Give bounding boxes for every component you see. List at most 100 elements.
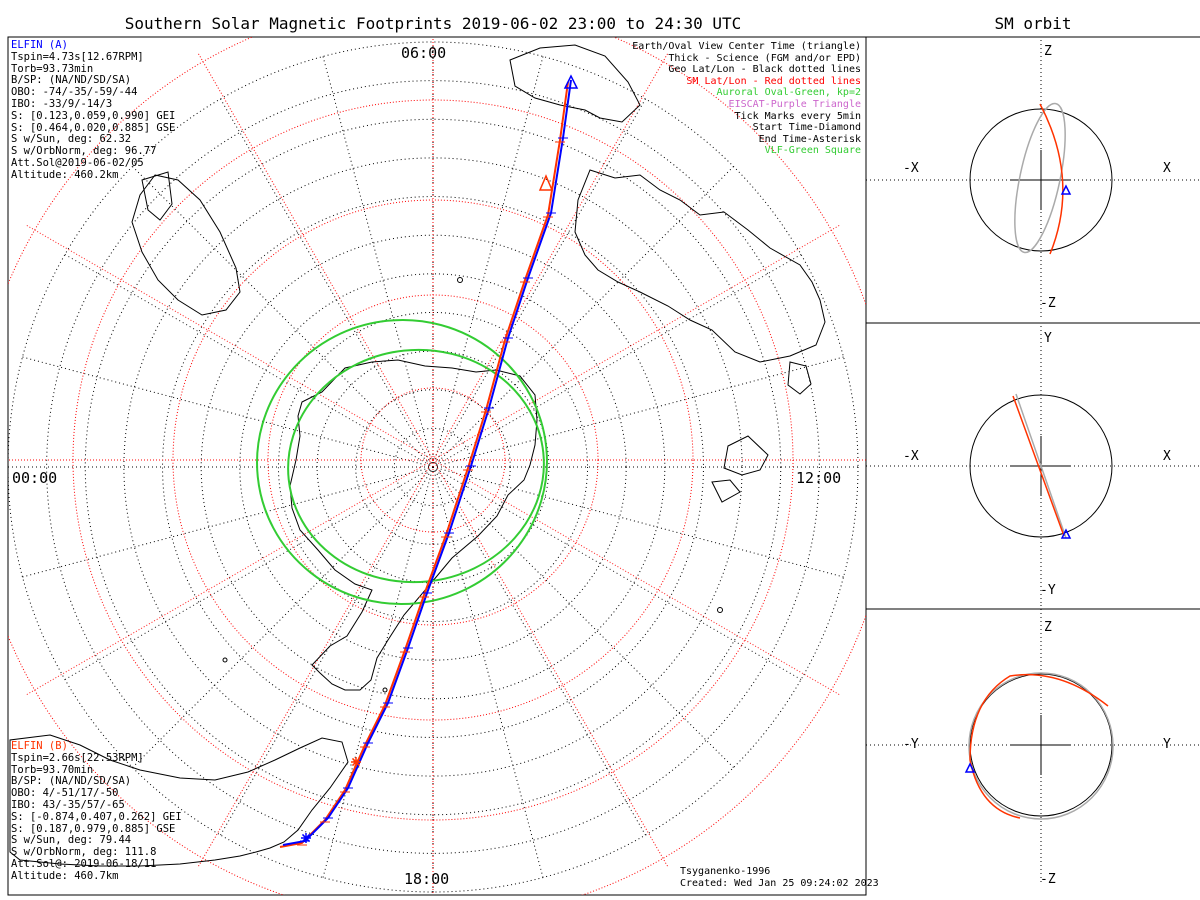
new-zealand-coast-2 bbox=[711, 479, 741, 503]
panel1-top-label: Z bbox=[1044, 44, 1052, 59]
geo-longitude-line bbox=[432, 466, 734, 768]
panel1-right-label: X bbox=[1163, 161, 1171, 176]
geo-longitude-line bbox=[22, 356, 434, 468]
africa-coast bbox=[131, 174, 241, 316]
elfin-b-center-triangle bbox=[538, 174, 554, 191]
island bbox=[457, 277, 463, 283]
orbit-line-a bbox=[1012, 395, 1065, 537]
geo-latitude-ring bbox=[239, 273, 627, 661]
sm-longitude-line bbox=[25, 224, 434, 461]
south-america-coast bbox=[9, 734, 349, 867]
sm-longitude-line bbox=[197, 52, 434, 461]
elfin-a-end-asterisk bbox=[301, 833, 311, 843]
geo-longitude-line bbox=[432, 466, 802, 680]
sm-orbit-title: SM orbit bbox=[994, 14, 1072, 33]
elfin-a-center-triangle bbox=[563, 74, 579, 89]
coastlines bbox=[9, 44, 826, 867]
geo-longitude-line bbox=[432, 254, 802, 468]
elfin-b-line: S w/Sun, deg: 79.44 bbox=[11, 834, 132, 847]
elfin-b-line: Tspin=2.66s[22.53RPM] bbox=[11, 751, 144, 764]
elfin-a-header: ELFIN (A) bbox=[11, 39, 68, 51]
elfin-a-line: S w/Sun, deg: 62.32 bbox=[11, 133, 132, 146]
geo-latitude-ring bbox=[355, 389, 511, 545]
elfin-a-line: Tspin=4.73s[12.67RPM] bbox=[11, 50, 144, 63]
legend-entry: Earth/Oval View Center Time (triangle) bbox=[632, 41, 861, 52]
main-title: Southern Solar Magnetic Footprints 2019-… bbox=[124, 14, 742, 33]
elfin-b-line: B/SP: (NA/ND/SD/SA) bbox=[11, 775, 132, 788]
sm-longitude-line bbox=[25, 459, 434, 696]
geo-longitude-line bbox=[132, 466, 434, 768]
panel2-top-label: Y bbox=[1044, 331, 1052, 346]
sm-longitude-line bbox=[197, 459, 434, 868]
elfin-a-line: Altitude: 460.2km bbox=[11, 168, 119, 181]
sm-longitude-line bbox=[432, 52, 669, 461]
orbit-panel-1 bbox=[866, 40, 1200, 320]
elfin-b-line: OBO: 4/-51/17/-50 bbox=[11, 787, 119, 800]
geo-longitude-line bbox=[322, 466, 434, 878]
tasmania-coast bbox=[787, 361, 812, 395]
geo-latitude-ring bbox=[46, 80, 820, 854]
elfin-b-header: ELFIN (B) bbox=[11, 740, 68, 752]
sm-longitude-line bbox=[432, 459, 669, 868]
model-label: Tsyganenko-1996 bbox=[680, 866, 771, 877]
orbit-triangle bbox=[964, 762, 976, 773]
orbit-line-b bbox=[1015, 393, 1067, 539]
madagascar-coast bbox=[141, 171, 173, 221]
island bbox=[222, 657, 228, 663]
legend-entry: End Time-Asterisk bbox=[758, 133, 861, 145]
geo-longitude-line bbox=[22, 466, 434, 578]
elfin-a-line: Torb=93.73min bbox=[11, 62, 94, 75]
orbit-ellipse-a bbox=[1039, 103, 1064, 255]
geo-longitude-line bbox=[64, 254, 434, 468]
orbit-triangle bbox=[1060, 184, 1072, 195]
panel3-top-label: Z bbox=[1044, 620, 1052, 635]
elfin-b-line: Altitude: 460.7km bbox=[11, 869, 119, 882]
geo-latitude-ring bbox=[316, 350, 550, 584]
antarctica-coast bbox=[289, 359, 538, 691]
auroral-ovals bbox=[256, 318, 548, 606]
earth-circle bbox=[969, 108, 1113, 252]
orbit-panels bbox=[866, 40, 1200, 885]
island bbox=[382, 687, 388, 693]
elfin-a-line: OBO: -74/-35/-59/-44 bbox=[11, 86, 138, 99]
elfin-a-line: Att.Sol@2019-06-02/05 bbox=[11, 156, 144, 169]
geo-longitude-line bbox=[432, 56, 544, 468]
elfin-a-info: ELFIN (A) Tspin=4.73s[12.67RPM] Torb=93.… bbox=[11, 39, 176, 182]
sm-longitude-line bbox=[432, 224, 841, 461]
elfin-a-footprint-track bbox=[282, 79, 572, 846]
created-label: Created: Wed Jan 25 09:24:02 2023 bbox=[680, 877, 879, 889]
elfin-a-line: S w/OrbNorm, deg: 96.77 bbox=[11, 145, 157, 158]
geo-longitude-line bbox=[64, 466, 434, 680]
geo-longitude-line bbox=[432, 166, 734, 468]
panel2-bottom-label: -Y bbox=[1040, 583, 1056, 598]
geo-latitude-ring bbox=[200, 234, 666, 700]
new-zealand-coast bbox=[723, 435, 769, 476]
geo-longitude-line bbox=[220, 466, 434, 836]
panel3-left-label: -Y bbox=[903, 737, 919, 752]
elfin-a-line: B/SP: (NA/ND/SD/SA) bbox=[11, 74, 132, 87]
elfin-b-line: Att.Sol@: 2019-06-18/11 bbox=[11, 857, 157, 870]
clock-label-top: 06:00 bbox=[401, 44, 447, 62]
geo-latitude-ring bbox=[123, 157, 743, 777]
geo-longitude-line bbox=[322, 56, 434, 468]
earth-circle bbox=[969, 394, 1113, 538]
panel3-bottom-label: -Z bbox=[1040, 872, 1056, 887]
elfin-b-line: Torb=93.70min bbox=[11, 763, 94, 776]
legend-entry: Auroral Oval-Green, kp=2 bbox=[716, 87, 862, 99]
elfin-b-line: S: [0.187,0.979,0.885] GSE bbox=[11, 822, 176, 835]
geo-longitude-line bbox=[432, 98, 646, 468]
orbit-traces-panel-3 bbox=[964, 672, 1114, 820]
legend-entry: EISCAT-Purple Triangle bbox=[728, 98, 861, 110]
orbit-ellipse-b bbox=[1014, 102, 1066, 254]
elfin-a-line: S: [0.464,0.020,0.885] GSE bbox=[11, 121, 176, 134]
elfin-b-info: ELFIN (B) Tspin=2.66s[22.53RPM] Torb=93.… bbox=[11, 740, 182, 883]
orbit-panel-2 bbox=[866, 326, 1200, 606]
sm-longitude-line bbox=[432, 459, 841, 696]
legend-entry: SM Lat/Lon - Red dotted lines bbox=[686, 75, 861, 87]
legend: Earth/Oval View Center Time (triangle) T… bbox=[632, 41, 861, 157]
orbit-ellipse-a bbox=[969, 673, 1109, 819]
clock-label-left: 00:00 bbox=[12, 469, 58, 487]
elfin-a-line: IBO: -33/9/-14/3 bbox=[11, 97, 113, 110]
geo-longitude-line bbox=[432, 466, 544, 878]
